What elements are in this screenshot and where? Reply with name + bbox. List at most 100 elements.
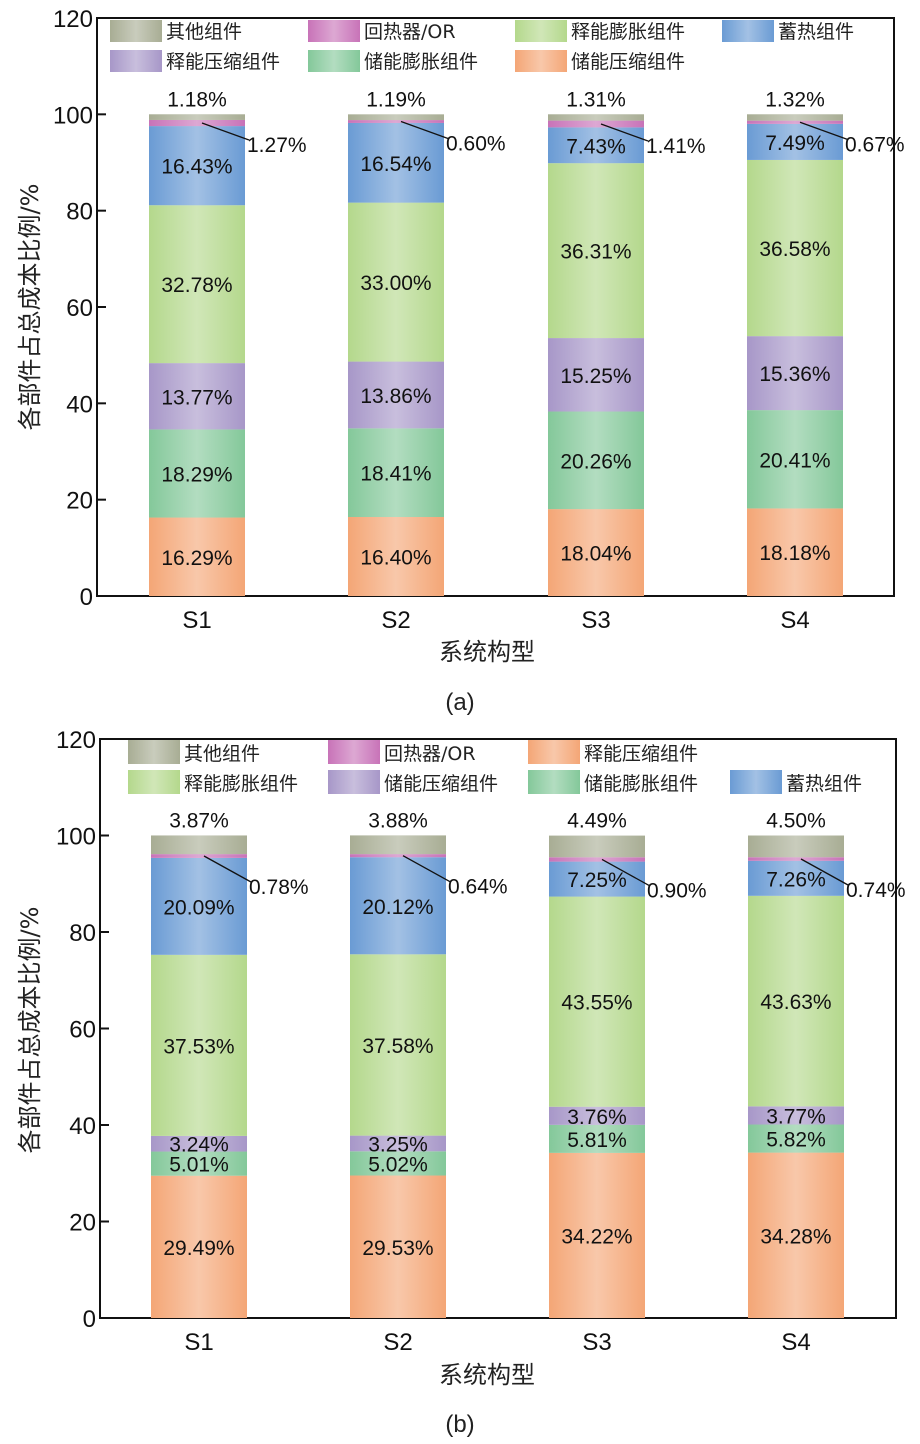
legend-label: 释能压缩组件: [166, 51, 280, 73]
chart-b-plot: 0 20 40 60 80 100 120 S1 S2 S3 S4 29.49% 5.01%3.24% 3…: [56, 727, 906, 1356]
data-label: 0.67%: [845, 133, 905, 156]
legend-label: 回热器/OR: [364, 21, 456, 43]
legend-item: 回热器/OR: [328, 740, 476, 765]
data-label: 3.24%: [169, 1134, 229, 1157]
bar-segment-sheen: [747, 114, 843, 121]
data-label: 36.58%: [759, 238, 830, 261]
legend-label: 其他组件: [166, 21, 242, 43]
y-tick-label: 100: [53, 102, 93, 129]
callout-line: [800, 858, 849, 886]
data-label: 1.41%: [646, 135, 706, 158]
bar-segment-sheen: [747, 159, 843, 337]
chart-b: 各部件占总成本比例/% 系统构型 (b): [16, 907, 535, 1438]
bar-s1: 29.49% 5.01%3.24% 37.53% 20.09% 0.78% 3.87%: [151, 809, 309, 1318]
bar-segment-sheen: [151, 1151, 247, 1176]
data-label: 5.82%: [766, 1129, 826, 1152]
x-tick-label: S1: [184, 1329, 213, 1356]
y-tick-label: 0: [80, 584, 93, 611]
chart-b-caption: (b): [445, 1411, 474, 1438]
data-label: 3.88%: [368, 809, 428, 832]
data-label: 20.12%: [362, 896, 433, 919]
callout-line: [600, 123, 649, 142]
bar-s2: 16.40% 18.41% 13.86% 33.00% 16.54% 0.60% 1.19%: [348, 88, 506, 596]
bar-segment-sheen: [747, 336, 843, 411]
data-label: 4.49%: [567, 810, 627, 833]
callout-line: [203, 855, 252, 883]
legend-swatch-sheen: [722, 20, 774, 42]
bar-segment-sheen: [348, 361, 444, 429]
data-label: 20.41%: [759, 449, 830, 472]
data-label: 34.22%: [561, 1225, 632, 1248]
bar-segment-sheen: [151, 835, 247, 855]
bar-segment-sheen: [549, 1106, 645, 1125]
bar-segment-sheen: [350, 854, 446, 858]
bar-segment-sheen: [149, 126, 245, 206]
bar-segment-sheen: [748, 1106, 844, 1125]
legend-item: 蓄热组件: [730, 770, 862, 795]
y-tick-label: 100: [56, 824, 96, 851]
data-label: 16.54%: [360, 153, 431, 176]
data-label: 43.55%: [561, 992, 632, 1015]
data-label: 7.25%: [567, 869, 627, 892]
data-label: 0.64%: [448, 876, 508, 899]
bar-segment-sheen: [549, 857, 645, 862]
legend-item: 储能压缩组件: [515, 50, 685, 73]
legend-item: 其他组件: [110, 20, 242, 43]
bar-s3: 18.04% 20.26% 15.25% 36.31% 7.43% 1.41% 1.31%: [548, 88, 706, 596]
data-label: 1.32%: [765, 88, 825, 111]
bar-segment-sheen: [549, 896, 645, 1107]
bar-segment-sheen: [747, 508, 843, 596]
bar-segment-sheen: [149, 114, 245, 120]
bar-s4: 18.18% 20.41% 15.36% 36.58% 7.49% 0.67% 1.32%: [747, 88, 905, 596]
legend-label: 蓄热组件: [786, 773, 862, 795]
legend-item: 储能膨胀组件: [528, 770, 698, 795]
callout-line: [201, 122, 250, 141]
data-label: 16.43%: [161, 156, 232, 179]
chart-a-ylabel: 各部件占总成本比例/%: [16, 184, 44, 431]
x-tick-label: S3: [581, 607, 610, 634]
chart-b-ylabel: 各部件占总成本比例/%: [16, 907, 44, 1154]
legend-swatch-sheen: [128, 770, 180, 794]
data-label: 16.40%: [360, 547, 431, 570]
bar-segment-sheen: [350, 1151, 446, 1176]
y-tick-label: 40: [69, 1113, 96, 1140]
callout-line: [400, 120, 449, 140]
data-label: 7.43%: [566, 135, 626, 158]
data-label: 7.49%: [765, 132, 825, 155]
legend-swatch-sheen: [528, 770, 580, 794]
legend-swatch-sheen: [308, 50, 360, 72]
bar-segment-sheen: [748, 1124, 844, 1153]
legend-item: 释能膨胀组件: [515, 20, 685, 43]
data-label: 16.29%: [161, 547, 232, 570]
bar-segment-sheen: [549, 861, 645, 897]
y-tick-label: 120: [56, 727, 96, 754]
legend-label: 释能膨胀组件: [184, 773, 298, 795]
y-tick-label: 120: [53, 6, 93, 33]
y-tick-label: 80: [66, 199, 93, 226]
data-label: 3.77%: [766, 1105, 826, 1128]
bar-segment-sheen: [748, 835, 844, 858]
data-label: 29.49%: [163, 1237, 234, 1260]
legend-swatch-sheen: [515, 50, 567, 72]
bar-segment-sheen: [350, 1175, 446, 1318]
y-tick-label: 60: [69, 1017, 96, 1044]
data-label: 37.53%: [163, 1035, 234, 1058]
chart-b-xlabel: 系统构型: [439, 1361, 535, 1389]
bar-segment-sheen: [549, 835, 645, 858]
legend-item: 储能压缩组件: [328, 770, 498, 795]
bar-segment-sheen: [348, 122, 444, 203]
data-label: 18.41%: [360, 463, 431, 486]
data-label: 0.60%: [446, 133, 506, 156]
bar-segment-sheen: [149, 429, 245, 518]
bar-segment-sheen: [548, 411, 644, 510]
data-label: 20.26%: [560, 450, 631, 473]
legend-swatch-sheen: [515, 20, 567, 42]
bar-segment-sheen: [350, 954, 446, 1136]
bar-segment-sheen: [350, 835, 446, 855]
bar-segment-sheen: [748, 1152, 844, 1318]
data-label: 32.78%: [161, 274, 232, 297]
legend-label: 储能压缩组件: [571, 51, 685, 73]
